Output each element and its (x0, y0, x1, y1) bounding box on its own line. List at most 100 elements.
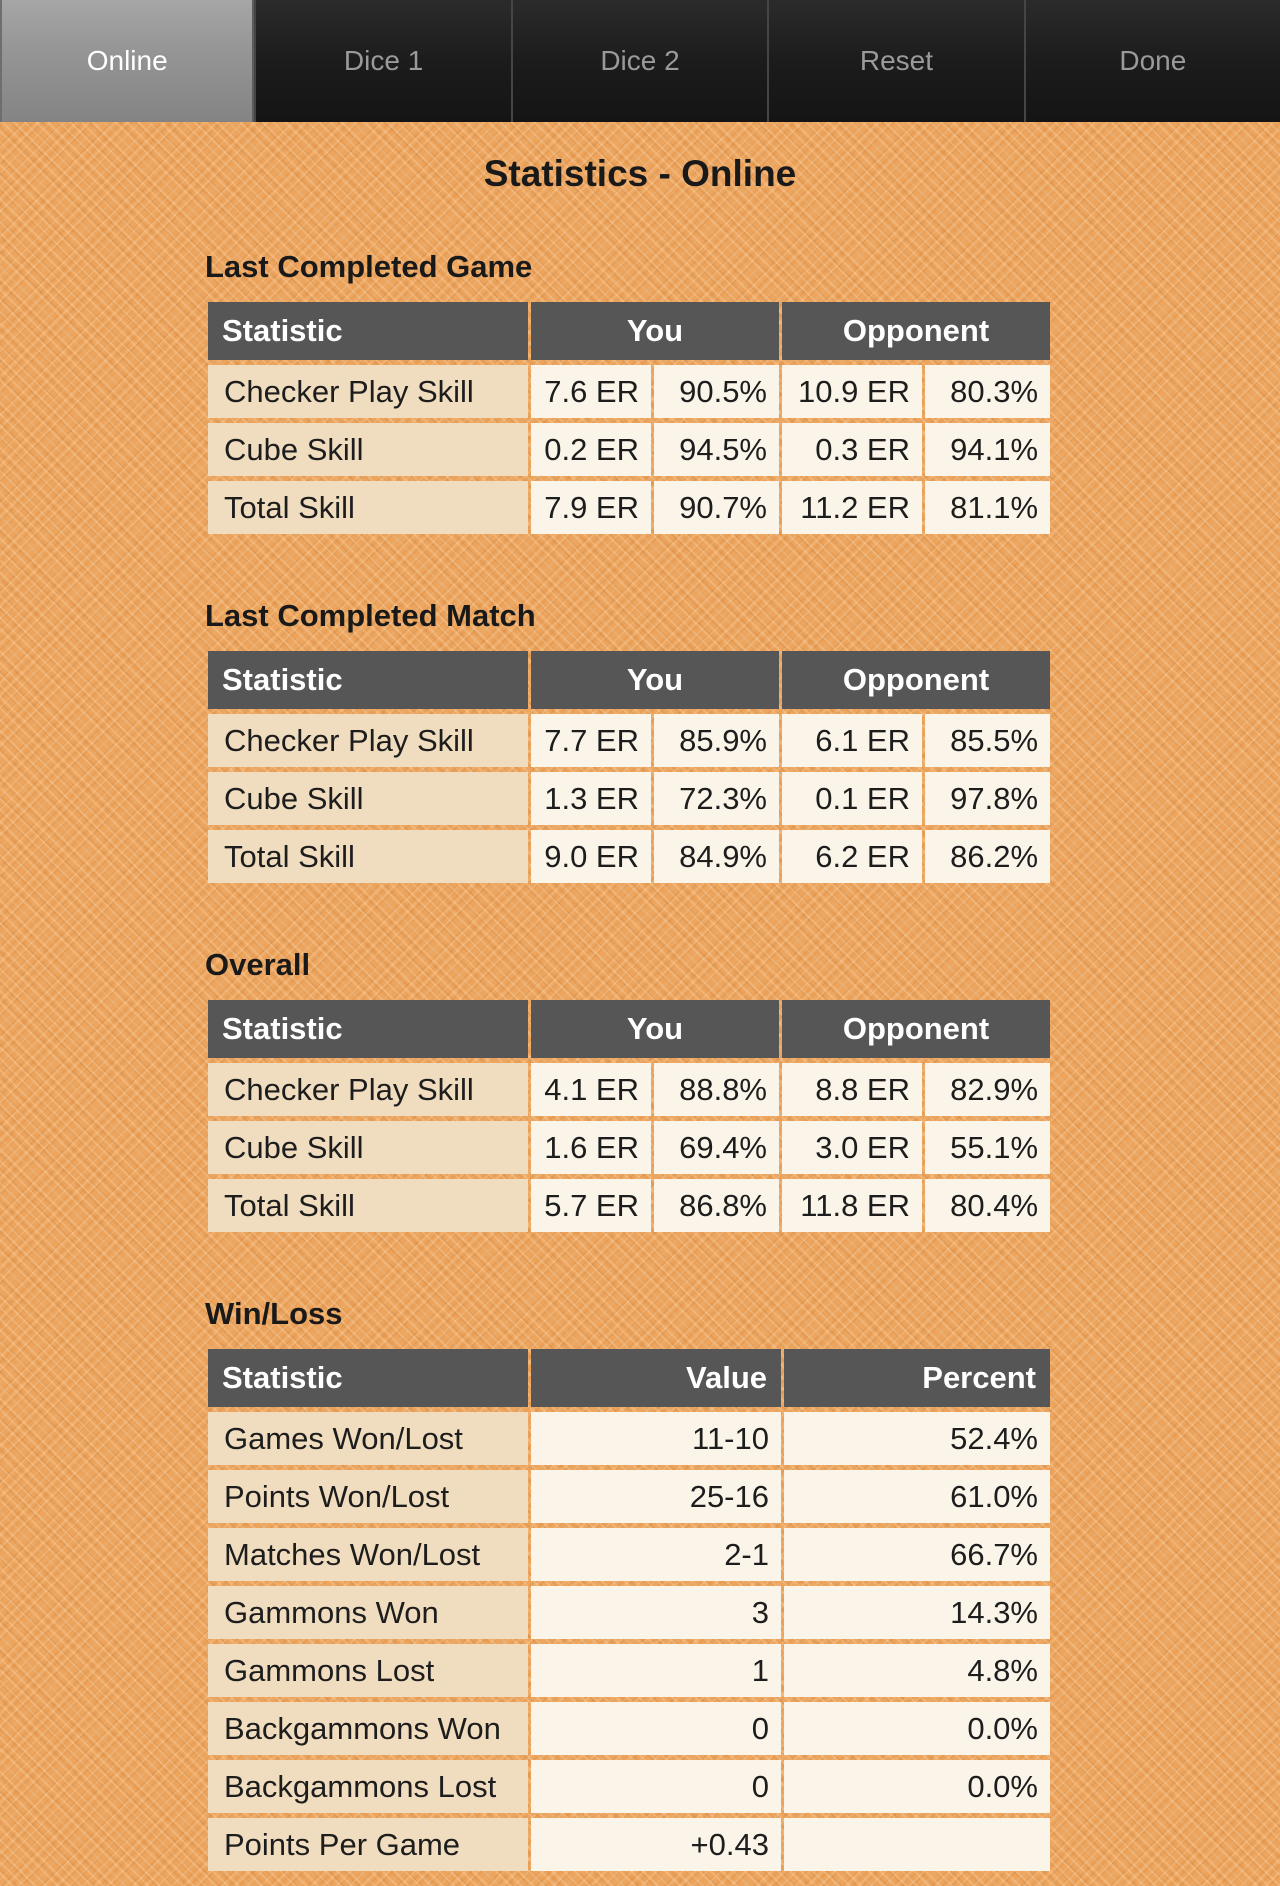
table-header-row: Statistic You Opponent (208, 1000, 1051, 1058)
opponent-percent-value: 85.5% (925, 714, 1051, 767)
row-label: Cube Skill (208, 1121, 528, 1174)
last-completed-match-table: Statistic You Opponent Checker Play Skil… (205, 646, 1053, 888)
percent-cell: 52.4% (784, 1412, 1050, 1465)
opponent-percent-value: 55.1% (925, 1121, 1051, 1174)
you-percent-value: 90.7% (654, 481, 779, 534)
you-percent-value: 69.4% (654, 1121, 779, 1174)
table-row: Games Won/Lost 11-10 52.4% (208, 1412, 1050, 1465)
value-cell: +0.43 (531, 1818, 781, 1871)
you-er-value: 7.9 ER (531, 481, 651, 534)
table-row: Total Skill 9.0 ER 84.9% 6.2 ER 86.2% (208, 830, 1051, 883)
you-er-value: 1.3 ER (531, 772, 651, 825)
tab-dice-1[interactable]: Dice 1 (254, 0, 511, 122)
value-cell: 11-10 (531, 1412, 781, 1465)
column-header-statistic: Statistic (208, 302, 528, 360)
you-er-value: 5.7 ER (531, 1179, 651, 1232)
opponent-percent-value: 94.1% (925, 423, 1051, 476)
you-percent-value: 90.5% (654, 365, 779, 418)
tab-dice-2[interactable]: Dice 2 (510, 0, 768, 122)
table-row: Backgammons Won 0 0.0% (208, 1702, 1050, 1755)
table-header-row: Statistic You Opponent (208, 651, 1051, 709)
tab-reset[interactable]: Reset (767, 0, 1024, 122)
section-title-overall: Overall (205, 947, 311, 982)
opponent-percent-value: 97.8% (925, 772, 1051, 825)
statistics-content: Last Completed Game Statistic You Oppone… (205, 250, 1053, 1876)
you-percent-value: 88.8% (654, 1063, 779, 1116)
you-er-value: 4.1 ER (531, 1063, 651, 1116)
opponent-er-value: 0.1 ER (782, 772, 922, 825)
row-label: Total Skill (208, 830, 528, 883)
column-header-opponent: Opponent (782, 302, 1051, 360)
column-header-you: You (531, 1000, 779, 1058)
row-label: Checker Play Skill (208, 1063, 528, 1116)
section-overall: Overall Statistic You Opponent Checker P… (205, 948, 1053, 1237)
row-label: Points Won/Lost (208, 1470, 528, 1523)
opponent-percent-value: 82.9% (925, 1063, 1051, 1116)
last-completed-game-table: Statistic You Opponent Checker Play Skil… (205, 297, 1053, 539)
toolbar: Online Dice 1 Dice 2 Reset Done (0, 0, 1280, 122)
page-title-wrap: Statistics - Online (0, 154, 1280, 194)
row-label: Cube Skill (208, 423, 528, 476)
row-label: Points Per Game (208, 1818, 528, 1871)
column-header-statistic: Statistic (208, 651, 528, 709)
you-percent-value: 94.5% (654, 423, 779, 476)
row-label: Backgammons Lost (208, 1760, 528, 1813)
table-row: Checker Play Skill 7.6 ER 90.5% 10.9 ER … (208, 365, 1051, 418)
section-win-loss: Win/Loss Statistic Value Percent Games W… (205, 1297, 1053, 1876)
value-cell: 3 (531, 1586, 781, 1639)
percent-cell: 0.0% (784, 1760, 1050, 1813)
table-row: Checker Play Skill 4.1 ER 88.8% 8.8 ER 8… (208, 1063, 1051, 1116)
value-cell: 0 (531, 1702, 781, 1755)
column-header-value: Value (531, 1349, 781, 1407)
opponent-er-value: 3.0 ER (782, 1121, 922, 1174)
tab-online[interactable]: Online (0, 0, 255, 122)
you-percent-value: 84.9% (654, 830, 779, 883)
row-label: Matches Won/Lost (208, 1528, 528, 1581)
percent-cell: 66.7% (784, 1528, 1050, 1581)
table-row: Gammons Lost 1 4.8% (208, 1644, 1050, 1697)
opponent-er-value: 0.3 ER (782, 423, 922, 476)
value-cell: 1 (531, 1644, 781, 1697)
percent-cell: 4.8% (784, 1644, 1050, 1697)
opponent-percent-value: 80.3% (925, 365, 1051, 418)
column-header-opponent: Opponent (782, 651, 1051, 709)
percent-cell (784, 1818, 1050, 1871)
column-header-percent: Percent (784, 1349, 1050, 1407)
you-percent-value: 86.8% (654, 1179, 779, 1232)
win-loss-table: Statistic Value Percent Games Won/Lost 1… (205, 1344, 1053, 1876)
table-row: Backgammons Lost 0 0.0% (208, 1760, 1050, 1813)
column-header-opponent: Opponent (782, 1000, 1051, 1058)
column-header-you: You (531, 651, 779, 709)
you-er-value: 7.6 ER (531, 365, 651, 418)
overall-table: Statistic You Opponent Checker Play Skil… (205, 995, 1053, 1237)
table-row: Checker Play Skill 7.7 ER 85.9% 6.1 ER 8… (208, 714, 1051, 767)
row-label: Gammons Won (208, 1586, 528, 1639)
you-percent-value: 72.3% (654, 772, 779, 825)
table-row: Gammons Won 3 14.3% (208, 1586, 1050, 1639)
percent-cell: 61.0% (784, 1470, 1050, 1523)
value-cell: 25-16 (531, 1470, 781, 1523)
you-er-value: 9.0 ER (531, 830, 651, 883)
opponent-er-value: 11.2 ER (782, 481, 922, 534)
you-percent-value: 85.9% (654, 714, 779, 767)
section-title-last-completed-game: Last Completed Game (205, 249, 533, 284)
table-row: Total Skill 5.7 ER 86.8% 11.8 ER 80.4% (208, 1179, 1051, 1232)
section-last-completed-game: Last Completed Game Statistic You Oppone… (205, 250, 1053, 539)
row-label: Cube Skill (208, 772, 528, 825)
you-er-value: 0.2 ER (531, 423, 651, 476)
column-header-statistic: Statistic (208, 1349, 528, 1407)
opponent-er-value: 8.8 ER (782, 1063, 922, 1116)
opponent-percent-value: 81.1% (925, 481, 1051, 534)
percent-cell: 14.3% (784, 1586, 1050, 1639)
section-title-win-loss: Win/Loss (205, 1296, 343, 1331)
table-row: Cube Skill 1.3 ER 72.3% 0.1 ER 97.8% (208, 772, 1051, 825)
row-label: Checker Play Skill (208, 714, 528, 767)
page-title: Statistics - Online (483, 153, 797, 194)
section-title-last-completed-match: Last Completed Match (205, 598, 536, 633)
you-er-value: 1.6 ER (531, 1121, 651, 1174)
row-label: Gammons Lost (208, 1644, 528, 1697)
table-row: Cube Skill 0.2 ER 94.5% 0.3 ER 94.1% (208, 423, 1051, 476)
tab-done[interactable]: Done (1023, 0, 1280, 122)
table-row: Matches Won/Lost 2-1 66.7% (208, 1528, 1050, 1581)
opponent-percent-value: 86.2% (925, 830, 1051, 883)
